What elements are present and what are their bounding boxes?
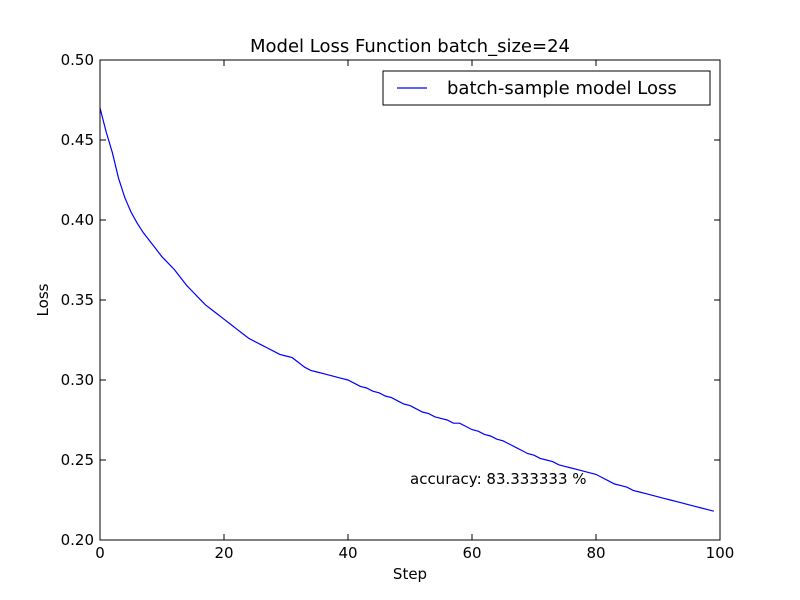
x-tick-label: 20	[214, 544, 233, 562]
x-axis-label: Step	[393, 565, 427, 583]
y-tick-label: 0.45	[61, 131, 94, 149]
x-tick-label: 0	[95, 544, 105, 562]
y-tick-label: 0.40	[61, 211, 94, 229]
y-tick-label: 0.35	[61, 291, 94, 309]
y-tick-label: 0.20	[61, 531, 94, 549]
y-axis-label: Loss	[34, 283, 52, 316]
y-tick-label: 0.50	[61, 51, 94, 69]
plot-frame	[99, 59, 721, 541]
chart-title: Model Loss Function batch_size=24	[250, 36, 570, 57]
legend-label-0: batch-sample model Loss	[447, 78, 677, 99]
legend-box	[382, 70, 711, 106]
x-tick-label: 60	[462, 544, 481, 562]
accuracy-annotation: accuracy: 83.333333 %	[410, 470, 587, 488]
x-tick-label: 40	[338, 544, 357, 562]
y-tick-label: 0.30	[61, 371, 94, 389]
plot-area: 0 20 40 60 80 100 0.20 0.25 0.30 0.35 0.40 0.45 0.50…	[61, 51, 735, 562]
series-line-0	[99, 107, 714, 512]
x-tick-label: 100	[706, 544, 735, 562]
y-tick-label: 0.25	[61, 451, 94, 469]
x-tick-label: 80	[586, 544, 605, 562]
